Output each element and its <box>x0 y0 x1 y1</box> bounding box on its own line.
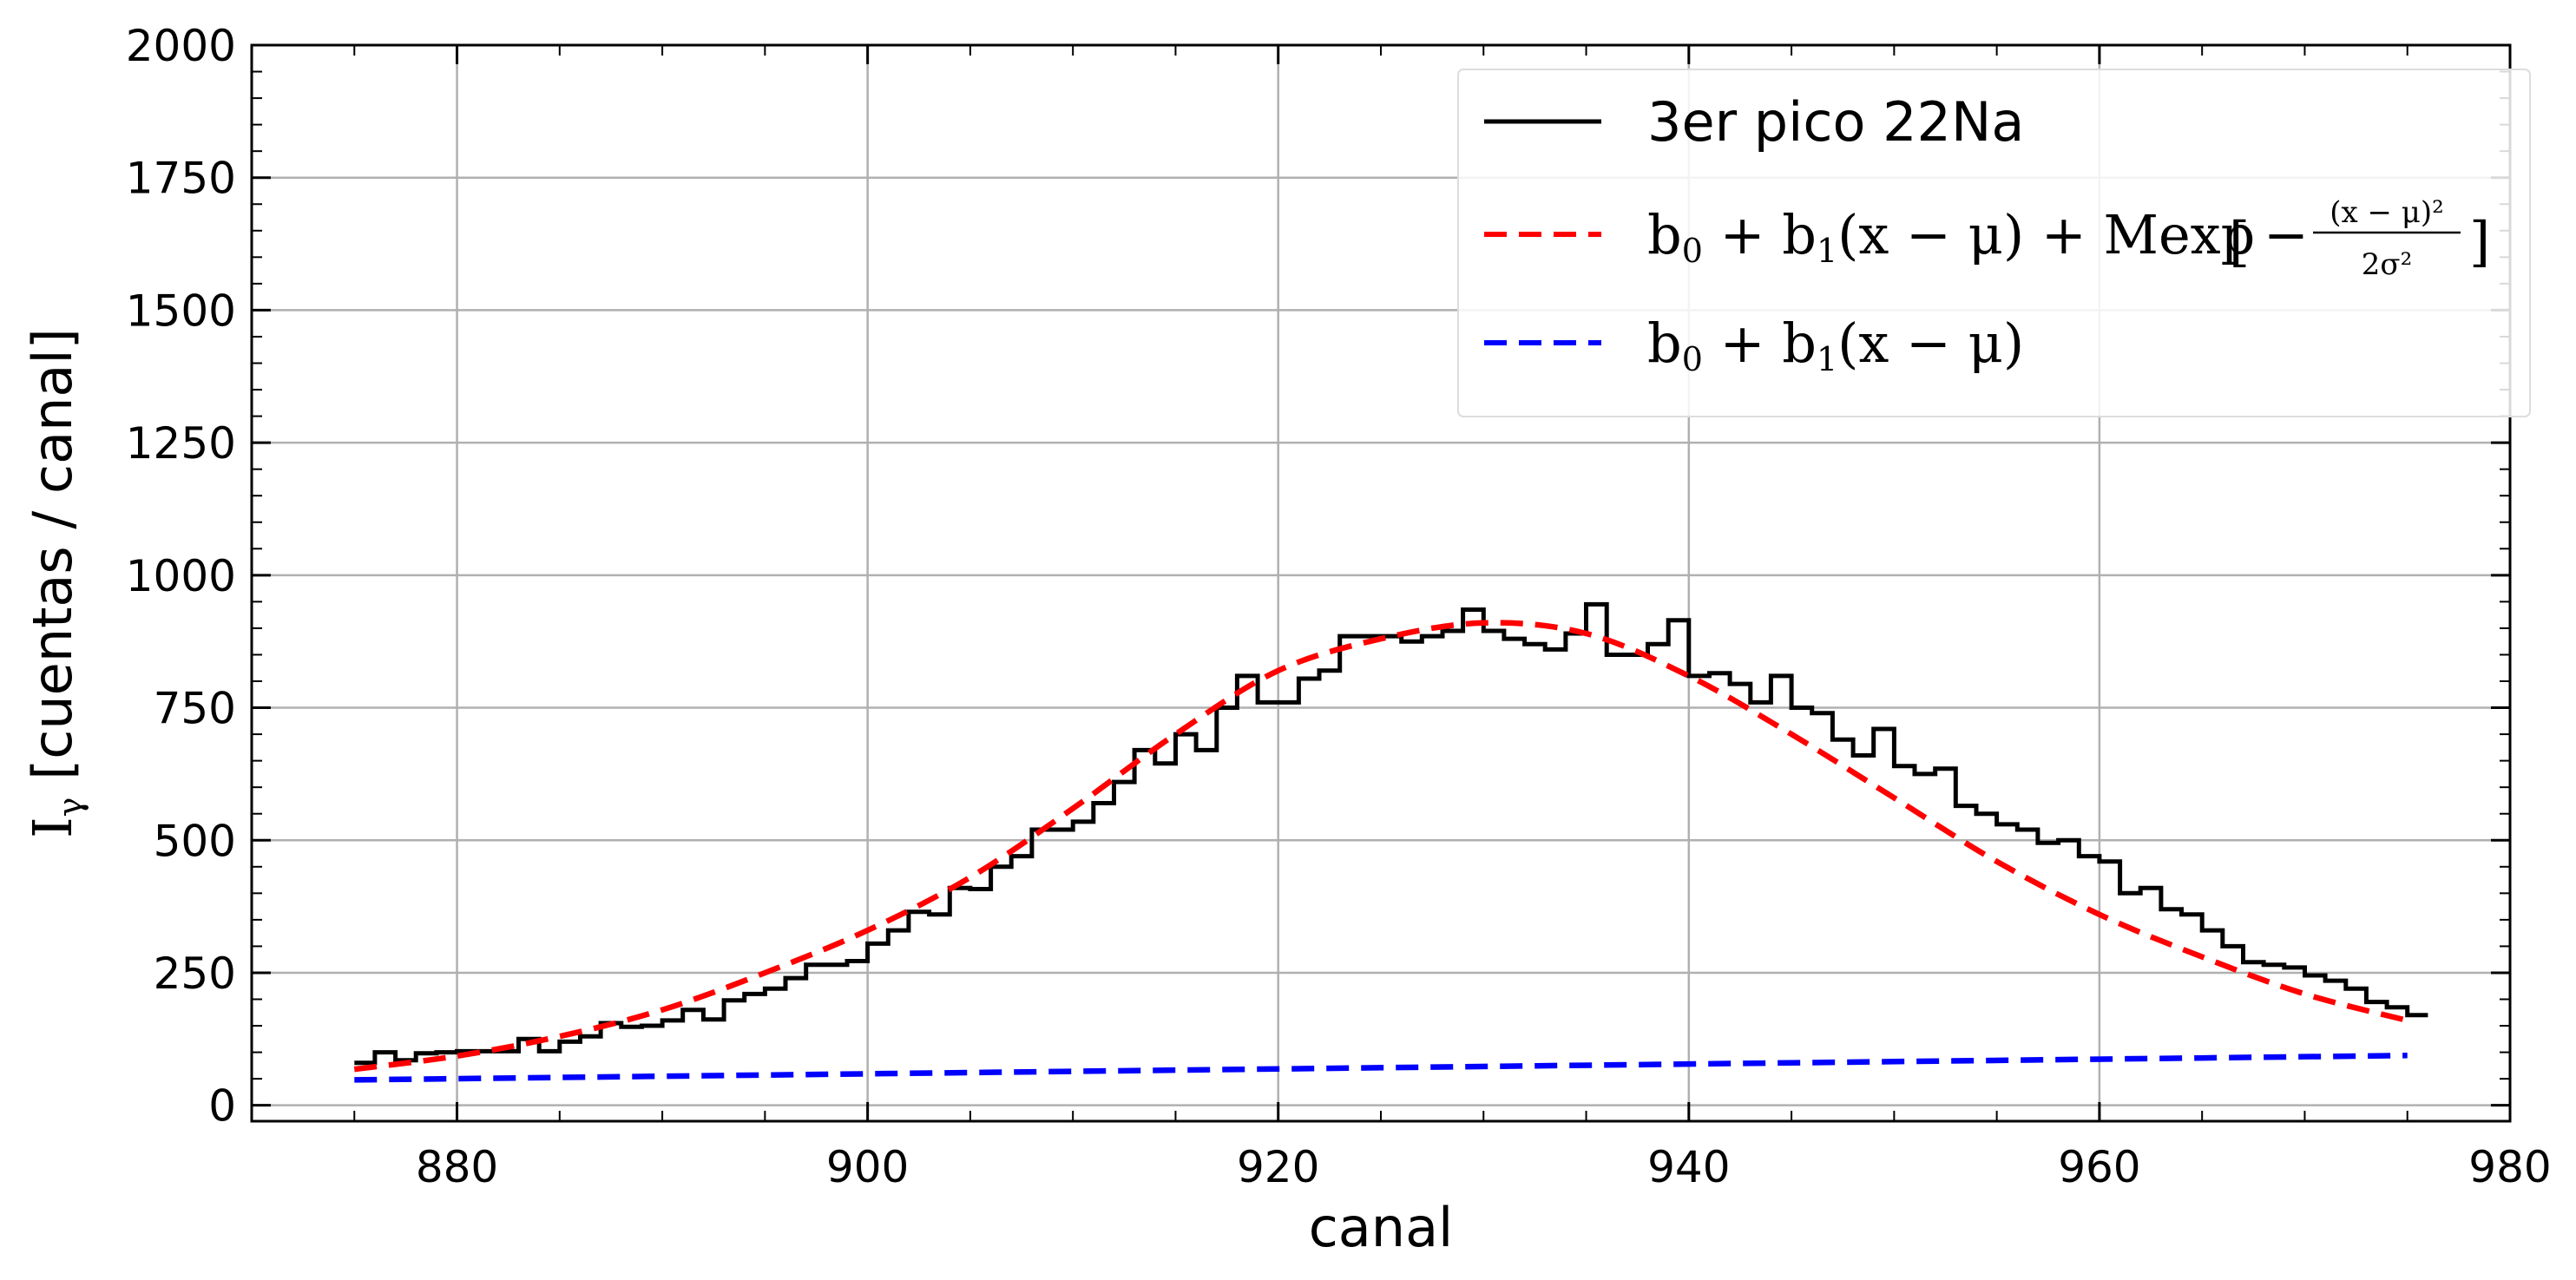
svg-text:−: − <box>2264 203 2309 266</box>
y-tick-label: 1000 <box>126 551 236 601</box>
x-tick-label: 900 <box>826 1142 909 1192</box>
y-axis-title-rest: [cuentas / canal] <box>21 328 84 797</box>
x-tick-label: 980 <box>2468 1142 2551 1192</box>
y-tick-label: 2000 <box>126 21 236 71</box>
svg-text:b0 + b1(x − μ): b0 + b1(x − μ) <box>1647 312 2024 378</box>
y-tick-label: 500 <box>154 816 236 866</box>
legend-label-data: 3er pico 22Na <box>1647 90 2024 154</box>
tick-labels: 880 900 920 940 960 980 0 250 500 750 1000 1250 1500… <box>126 21 2552 1192</box>
y-tick-label: 1500 <box>126 286 236 336</box>
legend: 3er pico 22Na b0 + b1(x − μ) + Mexp [ − … <box>1457 69 2531 417</box>
svg-text:]: ] <box>2469 210 2490 273</box>
x-axis-title: canal <box>1309 1196 1454 1259</box>
y-axis-title-main: I <box>21 817 84 838</box>
y-axis-title: Iγ [cuentas / canal] <box>21 328 89 838</box>
x-tick-label: 940 <box>1647 1142 1730 1192</box>
y-tick-label: 750 <box>154 684 236 734</box>
svg-text:b0 + b1(x − μ) + Mexp: b0 + b1(x − μ) + Mexp <box>1647 203 2255 270</box>
x-tick-label: 920 <box>1237 1142 1319 1192</box>
legend-box <box>1457 69 2531 417</box>
y-axis-title-sub: γ <box>51 798 89 817</box>
svg-text:(x − μ)²: (x − μ)² <box>2330 195 2444 230</box>
x-tick-label: 960 <box>2058 1142 2140 1192</box>
series-fit-curve <box>353 620 2408 1073</box>
x-tick-label: 880 <box>416 1142 498 1192</box>
legend-label-background: b0 + b1(x − μ) <box>1647 312 2024 378</box>
plot-series <box>353 601 2428 1083</box>
y-tick-label: 0 <box>208 1081 236 1132</box>
y-tick-label: 250 <box>154 949 236 999</box>
svg-text:[: [ <box>2229 210 2250 273</box>
series-data-histogram <box>354 601 2428 1066</box>
svg-text:2σ²: 2σ² <box>2362 247 2412 282</box>
legend-label-fit: b0 + b1(x − μ) + Mexp [ − (x − μ)² 2σ² ] <box>1647 195 2490 282</box>
y-tick-label: 1250 <box>126 418 236 469</box>
y-tick-label: 1750 <box>126 154 236 204</box>
series-background-line <box>354 1053 2408 1083</box>
